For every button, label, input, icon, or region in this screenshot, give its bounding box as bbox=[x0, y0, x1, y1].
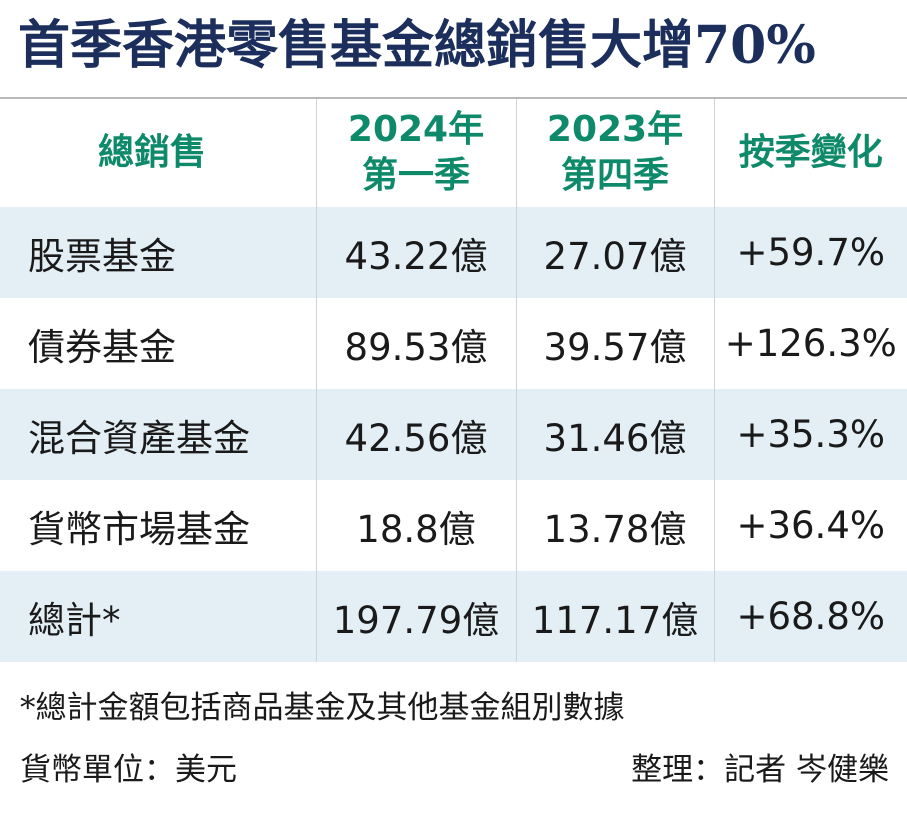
row-category-cell: 股票基金 bbox=[0, 207, 316, 298]
change-value-cell: +59.7% bbox=[713, 207, 907, 298]
currency-note: 貨幣單位：美元 bbox=[20, 752, 237, 788]
total-footnote: *總計金額包括商品基金及其他基金組別數據 bbox=[20, 690, 625, 726]
change-value-cell: +68.8% bbox=[713, 571, 907, 662]
q1-2024-value-cell: 42.56億 bbox=[315, 389, 516, 480]
table-header-row: 總銷售 2024年 第一季 2023年 第四季 按季變化 bbox=[0, 99, 907, 207]
row-category-cell: 債券基金 bbox=[28, 325, 176, 369]
q4-2023-value-cell: 13.78億 bbox=[515, 480, 714, 571]
reporter-credit: 整理：記者 岑健樂 bbox=[631, 752, 889, 788]
row-category-cell: 混合資產基金 bbox=[0, 389, 316, 480]
q1-2024-value-cell: 89.53億 bbox=[315, 298, 516, 389]
change-value-cell: +35.3% bbox=[713, 389, 907, 480]
fund-sales-table: 總銷售 2024年 第一季 2023年 第四季 按季變化 股票基金 43.22億… bbox=[0, 99, 907, 662]
header-divider bbox=[0, 97, 907, 99]
page-title: 首季香港零售基金總銷售大增70% bbox=[18, 15, 816, 76]
row-category-cell: 貨幣市場基金 bbox=[28, 507, 250, 551]
row-category-cell: 總計* bbox=[0, 571, 316, 662]
q4-2023-value-cell: 31.46億 bbox=[515, 389, 714, 480]
change-value-cell: +126.3% bbox=[713, 298, 907, 389]
column-header-q4-2023: 2023年 第四季 bbox=[515, 99, 714, 207]
q4-2023-value-cell: 117.17億 bbox=[515, 571, 714, 662]
q4-2023-value-cell: 39.57億 bbox=[515, 298, 714, 389]
q1-2024-value-cell: 18.8億 bbox=[315, 480, 516, 571]
table-row-total: 總計* 197.79億 117.17億 +68.8% bbox=[0, 571, 907, 662]
change-value-cell: +36.4% bbox=[713, 480, 907, 571]
column-header-change: 按季變化 bbox=[713, 99, 907, 207]
table-row: 債券基金 89.53億 39.57億 +126.3% bbox=[0, 298, 907, 389]
q1-2024-value-cell: 197.79億 bbox=[315, 571, 516, 662]
column-header-q1-2024: 2024年 第一季 bbox=[315, 99, 516, 207]
q1-2024-value-cell: 43.22億 bbox=[315, 207, 516, 298]
table-row: 貨幣市場基金 18.8億 13.78億 +36.4% bbox=[0, 480, 907, 571]
table-row: 股票基金 43.22億 27.07億 +59.7% bbox=[0, 207, 907, 298]
table-row: 混合資產基金 42.56億 31.46億 +35.3% bbox=[0, 389, 907, 480]
q4-2023-value-cell: 27.07億 bbox=[515, 207, 714, 298]
column-header-category: 總銷售 bbox=[98, 132, 207, 173]
